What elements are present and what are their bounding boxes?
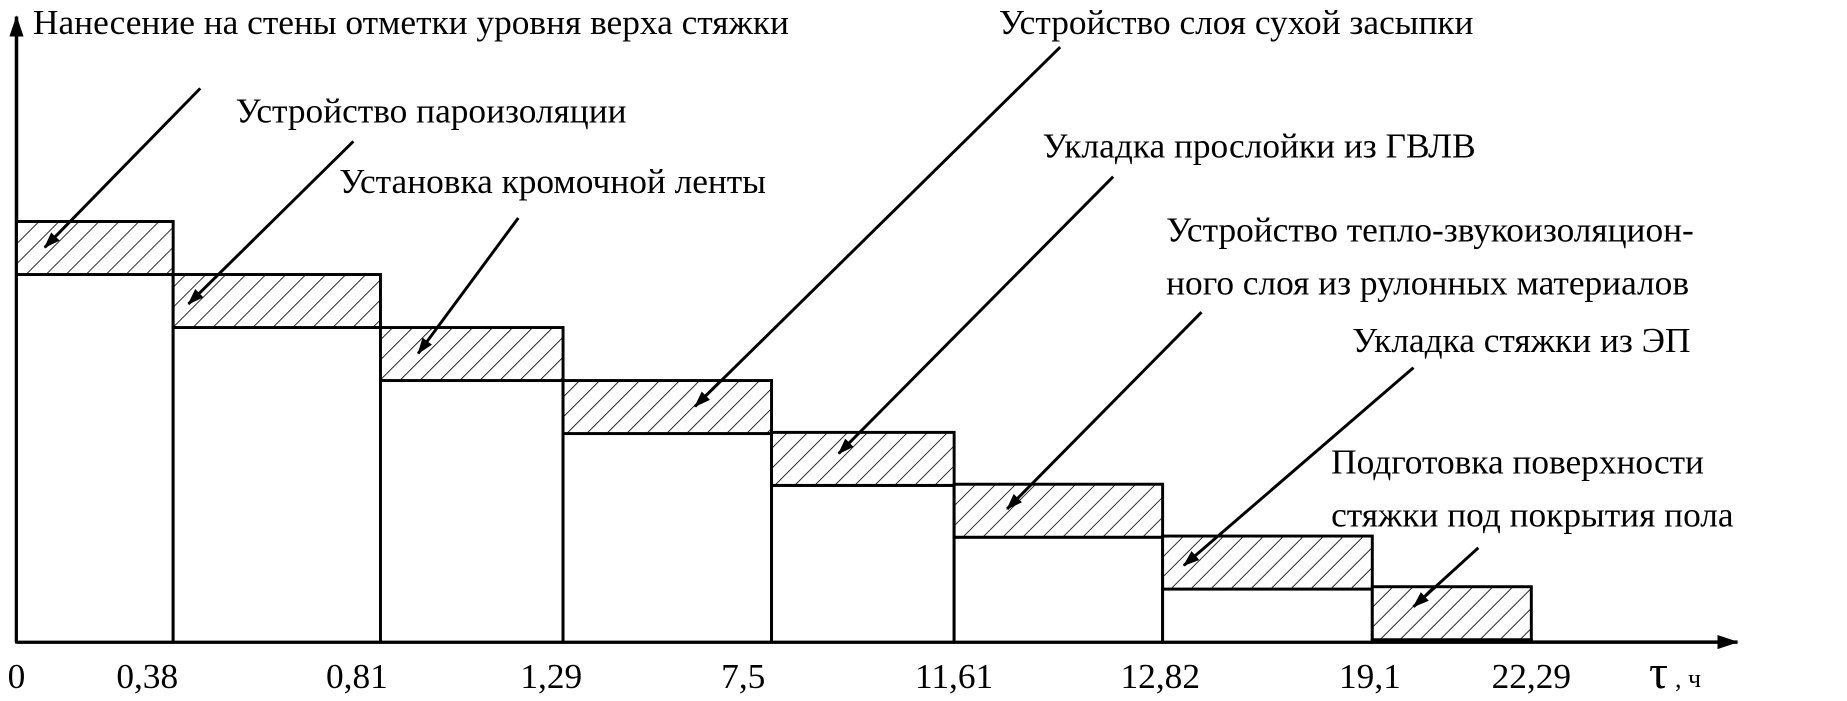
task-label: Укладка стяжки из ЭП bbox=[1352, 321, 1690, 360]
task-label: Нанесение на стены отметки уровня верха … bbox=[33, 3, 789, 42]
task-base bbox=[1161, 587, 1374, 644]
task-base bbox=[171, 326, 382, 644]
task-label: Устройство пароизоляции bbox=[236, 91, 627, 130]
x-label: 12,82 bbox=[1121, 657, 1200, 696]
task-label: Устройство тепло-звукоизоляцион- bbox=[1166, 210, 1694, 249]
task-label: Установка кромочной ленты bbox=[339, 162, 766, 201]
task-base bbox=[379, 379, 565, 644]
task-label: Подготовка поверхности bbox=[1331, 442, 1704, 481]
x-label: 22,29 bbox=[1492, 657, 1571, 696]
task-block bbox=[952, 482, 1165, 539]
axis-symbol: τ bbox=[1649, 647, 1668, 699]
x-label: 19,1 bbox=[1339, 657, 1401, 696]
task-arrow bbox=[416, 217, 520, 355]
task-block bbox=[1161, 534, 1374, 591]
task-label: стяжки под покрытия пола bbox=[1331, 495, 1734, 534]
task-block bbox=[171, 273, 382, 329]
x-label: 0,81 bbox=[326, 657, 388, 696]
axis-unit: , ч bbox=[1675, 664, 1701, 693]
task-arrow bbox=[837, 175, 1115, 455]
x-label: 11,61 bbox=[915, 657, 993, 696]
task-arrow bbox=[1006, 311, 1203, 510]
x-label: 7,5 bbox=[721, 657, 765, 696]
task-block bbox=[770, 430, 956, 487]
x-label: 0 bbox=[8, 657, 26, 696]
task-base bbox=[561, 432, 774, 644]
task-label: ного слоя из рулонных материалов bbox=[1166, 263, 1689, 302]
task-arrow bbox=[43, 87, 202, 249]
task-base bbox=[15, 273, 175, 644]
task-arrow bbox=[1412, 546, 1480, 608]
task-block bbox=[561, 379, 774, 436]
task-base bbox=[770, 483, 956, 644]
task-block bbox=[379, 326, 565, 383]
task-base bbox=[952, 535, 1165, 644]
task-arrow bbox=[693, 46, 1062, 408]
x-label: 1,29 bbox=[520, 657, 582, 696]
task-label: Укладка прослойки из ГВЛВ bbox=[1042, 127, 1475, 166]
task-block bbox=[15, 220, 175, 276]
x-label: 0,38 bbox=[116, 657, 178, 696]
task-label: Устройство слоя сухой засыпки bbox=[999, 3, 1474, 42]
task-arrow bbox=[187, 140, 355, 306]
task-block bbox=[1370, 585, 1533, 642]
task-arrow bbox=[1182, 366, 1415, 567]
